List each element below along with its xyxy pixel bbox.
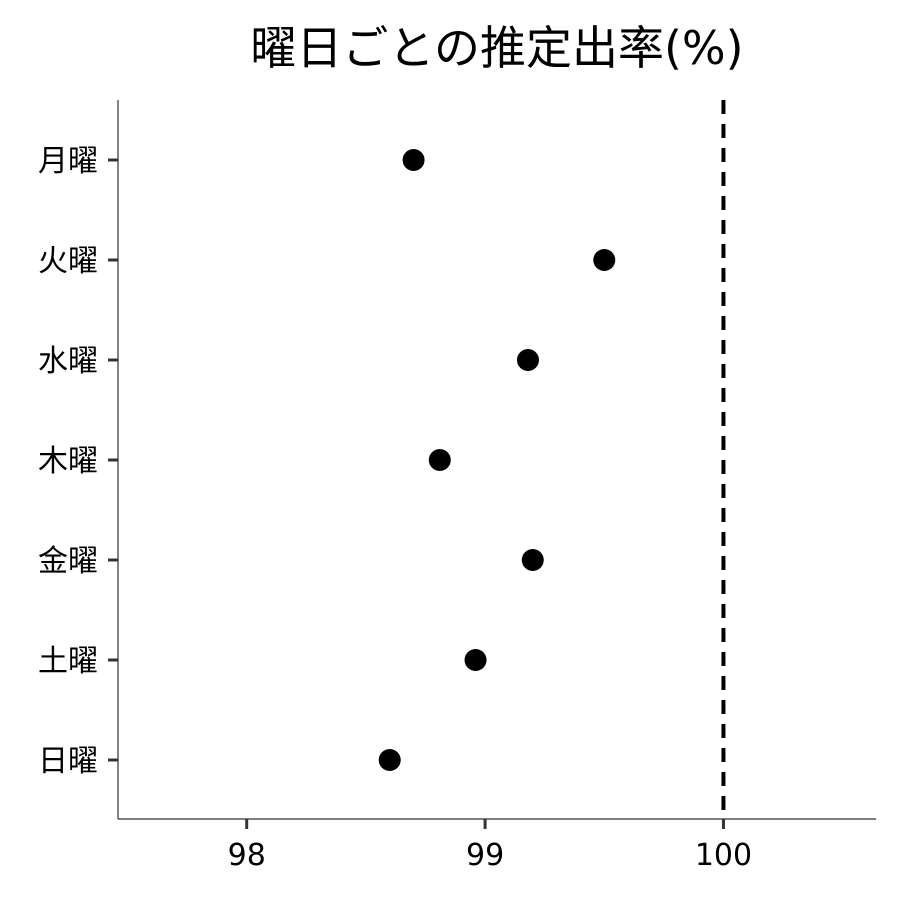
data-point [378, 749, 401, 771]
y-tick-label: 火曜 [38, 244, 98, 279]
data-point [593, 249, 616, 271]
data-point [521, 549, 544, 571]
y-tick-label: 金曜 [38, 544, 98, 579]
x-tick-label: 100 [695, 838, 752, 873]
x-tick-label: 98 [228, 838, 266, 873]
data-point [428, 449, 451, 471]
chart-title: 曜日ごとの推定出率(%) [250, 21, 743, 75]
y-tick-label: 水曜 [38, 344, 98, 379]
y-tick-label: 土曜 [38, 644, 98, 679]
data-point [516, 349, 539, 371]
y-tick-label: 日曜 [38, 744, 98, 779]
y-tick-label: 木曜 [38, 444, 98, 479]
x-tick-label: 99 [466, 838, 504, 873]
data-point [464, 649, 487, 671]
y-tick-label: 月曜 [38, 144, 98, 179]
data-point [402, 149, 425, 171]
